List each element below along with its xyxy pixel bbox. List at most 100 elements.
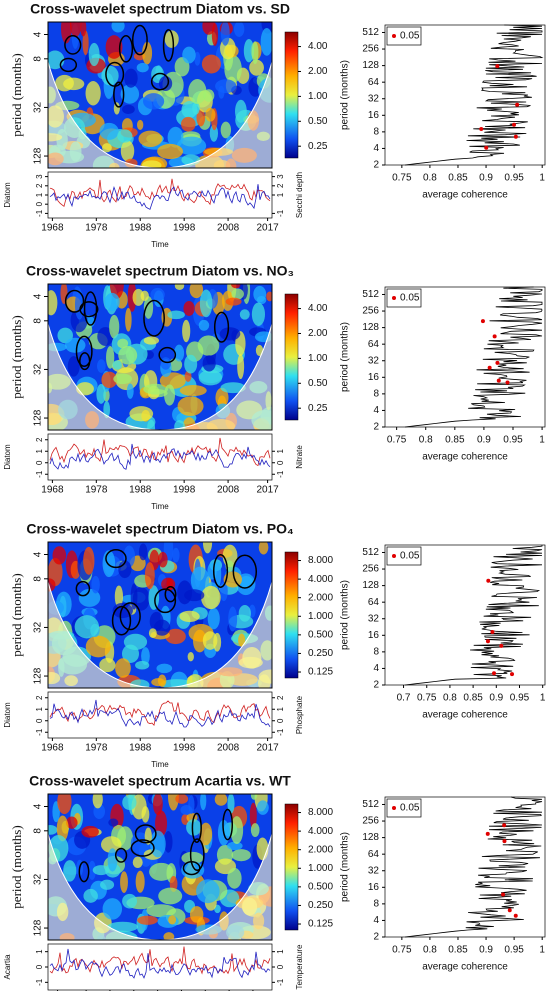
heatmap-blob	[167, 310, 185, 320]
heatmap-blob	[183, 300, 195, 316]
x-tick-label: 1988	[129, 485, 152, 496]
significant-point	[485, 831, 490, 836]
coherence-y-tick-label: 128	[362, 832, 379, 843]
heatmap-blob	[201, 54, 221, 74]
heatmap-blob	[67, 356, 80, 377]
significance-contour	[143, 299, 165, 337]
colorbar	[284, 31, 299, 159]
significant-point	[490, 629, 495, 634]
heatmap-blob	[63, 860, 77, 882]
heatmap-blob	[219, 327, 241, 341]
colorbar-tick-label: 8.000	[308, 807, 333, 818]
heatmap-blob	[180, 116, 196, 132]
colorbar-tick-label: 0.50	[308, 378, 328, 389]
coherence-x-tick-label: 0.95	[504, 173, 524, 184]
legend-marker	[392, 296, 396, 300]
x-tick-label: 1988	[129, 743, 152, 754]
coherence-x-tick-label: 0.8	[419, 435, 433, 446]
heatmap-blob	[181, 101, 198, 119]
colorbar-tick-label: 2.000	[308, 592, 333, 603]
heatmap-blob	[149, 862, 174, 881]
colorbar-tick-label: 0.125	[308, 667, 333, 678]
colorbar-tick-label: 0.25	[308, 141, 328, 152]
coherence-x-tick-label: 0.9	[479, 945, 493, 956]
y-tick-label: 4	[33, 803, 44, 809]
heatmap-blob	[81, 825, 99, 838]
coherence-x-tick-label: 0.9	[477, 435, 491, 446]
heatmap-blob	[143, 383, 168, 395]
coherence-y-tick-label: 64	[368, 339, 380, 350]
heatmap-blob	[55, 591, 72, 617]
heatmap-blob	[132, 856, 143, 869]
heatmap-blob	[123, 633, 148, 650]
panel-title: Cross-wavelet spectrum Acartia vs. WT	[29, 773, 291, 789]
coherence-x-tick-label: 0.8	[443, 693, 457, 704]
significance-contour	[164, 586, 177, 603]
legend-label: 0.05	[400, 551, 420, 562]
left-tick-label: 1	[35, 706, 44, 711]
heatmap-blob	[56, 815, 69, 842]
left-tick-label: 1	[35, 448, 44, 453]
coherence-y-tick-label: 32	[368, 93, 380, 104]
heatmap-blob	[97, 327, 114, 346]
heatmap	[48, 22, 272, 168]
heatmap-blob	[175, 794, 189, 804]
significance-contour	[150, 72, 170, 91]
coherence-frame	[384, 544, 546, 686]
significance-contour	[113, 81, 125, 108]
significant-point	[485, 639, 490, 644]
heatmap-blob	[184, 354, 198, 374]
significance-contour	[158, 346, 177, 364]
heatmap-blob	[260, 27, 272, 56]
colorbar-tick-label: 0.500	[308, 629, 333, 640]
heatmap-blob	[141, 160, 162, 168]
coherence-curve	[404, 24, 544, 166]
significance-contour	[191, 812, 202, 843]
heatmap-blob	[158, 551, 168, 568]
coherence-x-tick-label: 0.75	[387, 435, 407, 446]
coherence-y-label: period (months)	[340, 580, 351, 650]
coherence-frame	[384, 796, 546, 938]
heatmap-blob	[214, 794, 228, 806]
heatmap-blob	[146, 904, 177, 918]
heatmap-frame	[47, 283, 273, 431]
legend-marker	[392, 806, 396, 810]
heatmap-blob	[200, 794, 207, 811]
significance-contour	[83, 291, 98, 326]
heatmap-blob	[102, 550, 116, 578]
heatmap-blob	[104, 292, 120, 311]
significance-contour	[78, 861, 90, 883]
x-tick-label: 2017	[256, 223, 279, 234]
ts-line	[49, 437, 271, 467]
significance-contour	[75, 580, 91, 597]
heatmap-blob	[106, 346, 115, 369]
coherence-x-tick-label: 0.85	[463, 693, 483, 704]
y-axis-label: period (months)	[9, 573, 24, 656]
heatmap-frame	[47, 541, 273, 689]
coherence-x-label: average coherence	[422, 452, 508, 463]
heatmap-blob	[189, 906, 204, 923]
coherence-y-label: period (months)	[340, 322, 351, 392]
heatmap-blob	[141, 647, 150, 665]
coherence-y-tick-label: 8	[373, 389, 379, 400]
heatmap-blob	[105, 35, 123, 59]
significant-point	[505, 380, 510, 385]
coherence-y-tick-label: 4	[373, 663, 379, 674]
heatmap-blob	[124, 68, 138, 88]
colorbar	[284, 551, 299, 679]
heatmap-blob	[107, 921, 139, 933]
y-tick-label: 8	[33, 56, 44, 62]
x-tick-label: 2017	[256, 485, 279, 496]
heatmap-blob	[48, 825, 58, 835]
heatmap-blob	[78, 588, 101, 607]
legend-label: 0.05	[400, 293, 420, 304]
heatmap-blob	[209, 124, 219, 142]
left-tick-label: 0	[35, 460, 44, 465]
coherence-y-label: period (months)	[340, 832, 351, 902]
heatmap-blob	[199, 822, 213, 846]
significance-contour	[131, 24, 148, 56]
colorbar-tick-label: 0.250	[308, 648, 333, 659]
coherence-curve	[404, 545, 543, 686]
ts-frame	[47, 433, 273, 481]
